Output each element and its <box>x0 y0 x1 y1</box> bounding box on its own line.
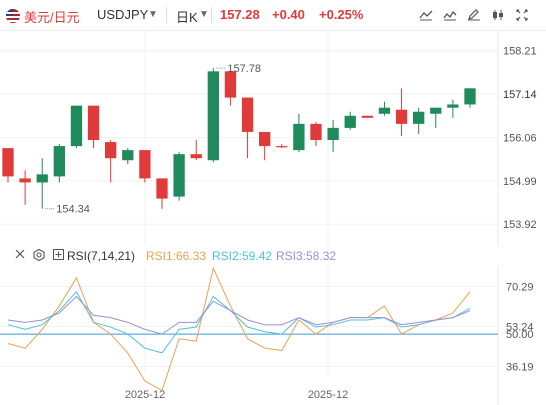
candle-body <box>447 104 459 108</box>
candle-body <box>70 105 83 147</box>
rsi3-value: RSI3:58.32 <box>276 249 337 263</box>
price-change: +0.40 <box>272 7 305 22</box>
candle-body <box>105 142 117 159</box>
candlestick-chart[interactable]: 158.21 157.14 156.06 154.99 153.92 157.78 154.… <box>0 31 546 246</box>
rsi-series-line <box>7 295 471 335</box>
rsi-series-line <box>7 266 471 392</box>
indicator-icon[interactable] <box>442 9 458 23</box>
candle-body <box>190 154 202 159</box>
price-change-percent: +0.25% <box>319 7 364 22</box>
y-tick-label: 50.00 <box>506 329 534 341</box>
pair-name[interactable]: 美元/日元 <box>24 10 80 25</box>
y-tick-label: 70.29 <box>506 281 534 293</box>
fullscreen-icon[interactable] <box>514 9 530 23</box>
y-tick-label: 156.06 <box>503 133 537 145</box>
low-annotation: 154.34 <box>56 204 90 216</box>
candle-body <box>241 97 254 132</box>
candle-body <box>361 115 373 118</box>
candle-body <box>344 115 356 128</box>
candle-body <box>2 148 14 177</box>
candle-body <box>259 131 271 147</box>
y-tick-label: 154.99 <box>503 176 537 188</box>
period-selector[interactable]: 日K <box>176 10 198 25</box>
candle-body <box>122 150 134 161</box>
candle-body <box>293 123 305 151</box>
candle-body <box>464 88 476 105</box>
rsi-legend: RSI(7,14,21) RSI1:66.33 RSI2:59.42 RSI3:… <box>0 246 400 266</box>
settings-icon[interactable] <box>33 248 45 264</box>
candle-body <box>430 107 442 114</box>
x-tick-label: 2025-12 <box>308 389 348 401</box>
candle-body <box>173 154 185 197</box>
rsi-indicator-name[interactable]: RSI(7,14,21) <box>67 249 136 263</box>
candle-body <box>276 146 288 148</box>
candle-body <box>156 178 168 199</box>
candle-body <box>395 109 408 124</box>
period-dropdown-icon[interactable]: ▼ <box>199 9 209 20</box>
chart-header: 美元/日元 USDJPY ▼ 日K ▼ 157.28 +0.40 +0.25% <box>0 0 546 30</box>
candle-body <box>207 71 219 161</box>
y-tick-label: 153.92 <box>503 219 537 231</box>
high-annotation: 157.78 <box>227 63 261 75</box>
rsi2-value: RSI2:59.42 <box>212 249 273 263</box>
pair-code[interactable]: USDJPY <box>97 7 149 22</box>
y-tick-label: 53.24 <box>506 321 534 333</box>
candle-body <box>19 178 31 183</box>
candle-body <box>53 146 65 177</box>
candle-body <box>87 105 100 141</box>
divider <box>166 7 167 23</box>
divider <box>211 7 212 23</box>
header-divider <box>0 30 546 31</box>
candle-body <box>327 127 339 141</box>
y-tick-label: 157.14 <box>503 89 537 101</box>
candle-type-icon[interactable] <box>490 9 506 23</box>
line-tool-icon[interactable] <box>418 9 434 23</box>
candle-body <box>224 71 237 98</box>
rsi1-value: RSI1:66.33 <box>146 249 207 263</box>
x-tick-label: 2025-12 <box>125 389 165 401</box>
edit-icon[interactable] <box>466 9 482 23</box>
y-tick-label: 158.21 <box>503 46 537 58</box>
candle-body <box>310 123 322 141</box>
y-tick-label: 36.19 <box>506 362 534 374</box>
candle-body <box>139 150 151 179</box>
collapse-icon[interactable] <box>15 249 25 262</box>
candle-body <box>36 174 48 183</box>
candle-body <box>378 107 391 114</box>
candle-body <box>413 111 425 124</box>
pair-dropdown-icon[interactable]: ▼ <box>148 9 158 20</box>
rsi-series-line <box>7 290 471 354</box>
add-indicator-icon[interactable] <box>53 249 64 263</box>
us-flag-icon <box>6 9 20 23</box>
last-price: 157.28 <box>220 7 260 22</box>
